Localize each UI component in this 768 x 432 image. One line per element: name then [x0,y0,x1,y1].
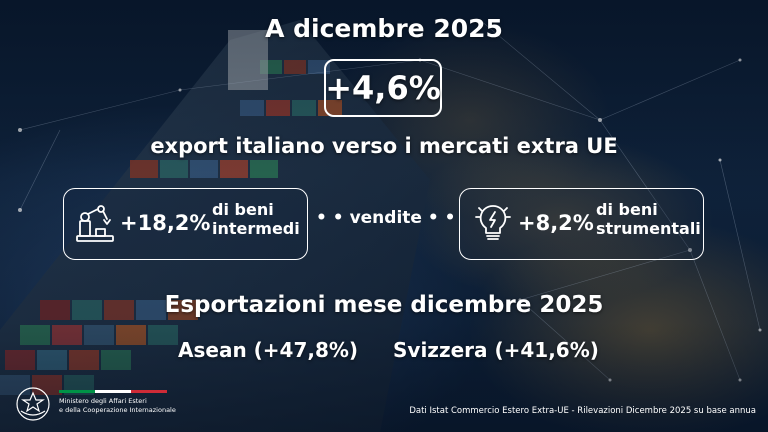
vendite-connector: • • vendite • • [316,208,456,228]
flag-bar [59,390,167,393]
ministry-line1: Ministero degli Affari Esteri [59,397,147,405]
market-asean: Asean (+47,8%) [178,338,359,362]
robot-arm-icon [76,205,114,242]
emblem-logo [16,387,50,421]
ministry-label: Ministero degli Affari Esteri e della Co… [59,390,176,415]
lightbulb-gear-icon [475,205,511,240]
page-title: A dicembre 2025 [265,14,503,43]
flag-red [131,390,167,393]
stat-label-intermedi: di beni intermedi [212,200,300,238]
stat-label-strumentali: di beni strumentali [596,200,701,238]
section-title: Esportazioni mese dicembre 2025 [164,292,604,318]
market-svizzera: Svizzera (+41,6%) [393,338,599,362]
ministry-line2: e della Cooperazione Internazionale [59,406,176,414]
stat-card-intermedi: +18,2% di beni intermedi [63,188,308,260]
flag-green [59,390,95,393]
headline-value-box: +4,6% [324,59,442,117]
headline-value: +4,6% [325,69,441,107]
stat-value-intermedi: +18,2% [120,211,211,235]
stat-label-line1: di beni [596,200,658,219]
source-note: Dati Istat Commercio Estero Extra-UE - R… [409,406,756,416]
flag-white [95,390,131,393]
stat-value-strumentali: +8,2% [518,211,594,235]
stat-label-line2: intermedi [212,219,300,238]
stat-label-line1: di beni [212,200,274,219]
stat-label-line2: strumentali [596,219,701,238]
stat-card-strumentali: +8,2% di beni strumentali [459,188,704,260]
page-subtitle: export italiano verso i mercati extra UE [150,134,618,158]
